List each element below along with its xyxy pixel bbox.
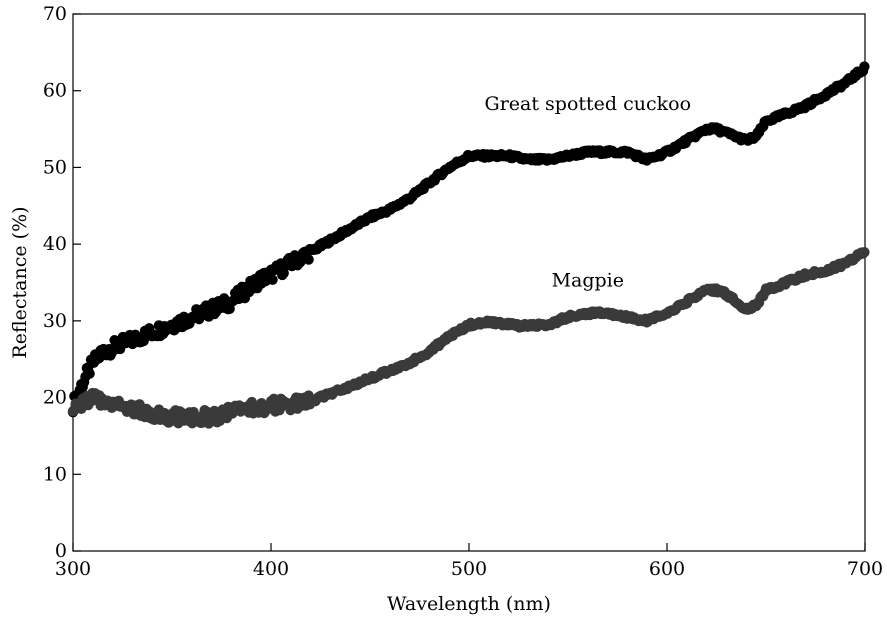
series-1: [67, 246, 870, 429]
y-tick-label: 10: [43, 463, 67, 485]
series-0: [67, 61, 870, 418]
x-tick-label: 300: [55, 558, 91, 580]
y-tick-label: 0: [55, 540, 67, 562]
data-point: [303, 254, 314, 265]
annotation-layer: Great spotted cuckoo Magpie: [485, 93, 692, 291]
y-tick-label: 50: [43, 156, 67, 178]
data-point: [267, 274, 278, 285]
y-tick-label: 60: [43, 80, 67, 102]
series-label: Great spotted cuckoo: [485, 93, 692, 115]
data-point: [859, 246, 870, 258]
data-point: [859, 61, 870, 72]
series-label: Magpie: [552, 269, 624, 291]
x-tick-label: 600: [649, 558, 685, 580]
y-tick-label: 70: [43, 3, 67, 25]
x-tick-label: 700: [847, 558, 883, 580]
tick-labels: 300 400 500 600 700 0 10 20 30 40 50 60 70: [43, 3, 883, 580]
y-tick-label: 30: [43, 310, 67, 332]
data-point: [84, 368, 95, 379]
y-tick-label: 40: [43, 233, 67, 255]
x-tick-label: 500: [451, 558, 487, 580]
y-axis-title: Reflectance (%): [9, 206, 31, 358]
plot-frame: [72, 13, 866, 552]
x-axis-title: Wavelength (nm): [387, 593, 551, 615]
x-tick-label: 400: [253, 558, 289, 580]
axis-ticks: [72, 13, 866, 552]
series-layer: [67, 61, 870, 429]
y-tick-label: 20: [43, 387, 67, 409]
